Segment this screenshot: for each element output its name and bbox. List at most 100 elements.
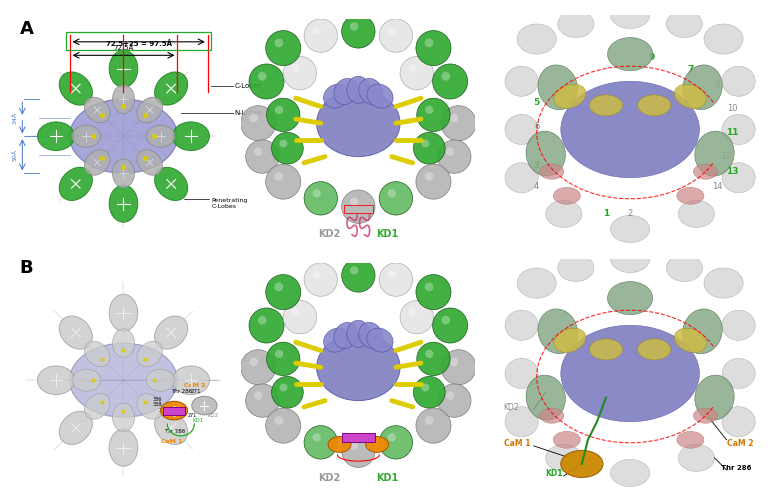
- Circle shape: [408, 64, 417, 72]
- Circle shape: [291, 64, 300, 72]
- Ellipse shape: [316, 90, 400, 156]
- Ellipse shape: [505, 66, 538, 96]
- Circle shape: [441, 106, 476, 141]
- Ellipse shape: [347, 76, 370, 104]
- Text: KD1: KD1: [192, 418, 204, 423]
- Text: CaM 1: CaM 1: [160, 439, 182, 444]
- Text: 14: 14: [712, 182, 723, 191]
- Circle shape: [400, 300, 433, 334]
- Circle shape: [388, 189, 396, 198]
- Ellipse shape: [704, 24, 743, 54]
- Text: 293: 293: [172, 413, 182, 418]
- Circle shape: [241, 350, 276, 385]
- Circle shape: [379, 182, 413, 215]
- Ellipse shape: [722, 359, 755, 388]
- Ellipse shape: [59, 411, 93, 445]
- Ellipse shape: [365, 437, 389, 452]
- Ellipse shape: [722, 66, 755, 96]
- Circle shape: [379, 263, 413, 296]
- Text: 5: 5: [534, 98, 540, 107]
- Ellipse shape: [109, 294, 138, 331]
- Ellipse shape: [146, 370, 175, 391]
- Circle shape: [266, 274, 301, 310]
- Ellipse shape: [538, 309, 577, 354]
- Circle shape: [258, 72, 266, 81]
- Circle shape: [304, 263, 337, 296]
- Circle shape: [416, 408, 451, 443]
- Circle shape: [312, 26, 321, 35]
- Ellipse shape: [722, 163, 755, 193]
- Ellipse shape: [611, 1, 650, 28]
- Circle shape: [342, 190, 375, 224]
- Circle shape: [425, 172, 433, 181]
- Ellipse shape: [137, 97, 163, 123]
- Text: 1: 1: [603, 209, 609, 219]
- Text: 271: 271: [188, 413, 197, 418]
- Text: 2: 2: [627, 209, 633, 219]
- Text: 8: 8: [715, 80, 721, 89]
- Ellipse shape: [666, 254, 703, 281]
- Ellipse shape: [154, 72, 188, 105]
- Circle shape: [280, 383, 287, 391]
- Circle shape: [449, 114, 459, 123]
- Ellipse shape: [611, 246, 650, 272]
- Ellipse shape: [538, 65, 577, 110]
- Ellipse shape: [84, 341, 110, 367]
- Circle shape: [425, 350, 433, 358]
- Ellipse shape: [561, 81, 700, 178]
- Ellipse shape: [553, 187, 580, 204]
- Ellipse shape: [540, 164, 564, 179]
- Ellipse shape: [695, 375, 734, 420]
- Text: 34Å: 34Å: [12, 112, 17, 124]
- Text: 12: 12: [721, 152, 731, 161]
- Ellipse shape: [722, 310, 755, 340]
- Circle shape: [432, 64, 467, 99]
- Ellipse shape: [608, 281, 653, 315]
- Circle shape: [258, 316, 266, 325]
- Ellipse shape: [608, 37, 653, 71]
- Text: 338: 338: [152, 402, 161, 407]
- Ellipse shape: [192, 396, 217, 415]
- Ellipse shape: [675, 328, 707, 353]
- Ellipse shape: [677, 187, 704, 204]
- Ellipse shape: [154, 167, 188, 201]
- Ellipse shape: [526, 375, 566, 420]
- Ellipse shape: [112, 329, 135, 358]
- Ellipse shape: [611, 459, 650, 487]
- Circle shape: [272, 132, 303, 164]
- Ellipse shape: [505, 163, 538, 193]
- Circle shape: [417, 98, 450, 131]
- Circle shape: [388, 270, 396, 279]
- Circle shape: [249, 308, 284, 343]
- Circle shape: [266, 408, 301, 443]
- Circle shape: [304, 426, 337, 459]
- Ellipse shape: [638, 95, 671, 116]
- Circle shape: [280, 139, 287, 147]
- Circle shape: [249, 358, 258, 367]
- Ellipse shape: [109, 429, 138, 466]
- Ellipse shape: [638, 339, 671, 360]
- Ellipse shape: [333, 79, 358, 105]
- Circle shape: [245, 384, 279, 417]
- Ellipse shape: [137, 394, 163, 419]
- Circle shape: [425, 282, 433, 291]
- Circle shape: [425, 416, 433, 425]
- Ellipse shape: [84, 394, 110, 419]
- Text: CaM 2: CaM 2: [727, 439, 753, 448]
- Ellipse shape: [359, 79, 383, 105]
- Text: 9: 9: [648, 53, 654, 62]
- Circle shape: [414, 132, 445, 164]
- Bar: [344, 206, 373, 213]
- Circle shape: [388, 26, 396, 35]
- Text: B: B: [19, 259, 33, 277]
- Ellipse shape: [72, 125, 100, 147]
- Circle shape: [438, 140, 471, 173]
- Ellipse shape: [347, 320, 370, 348]
- Circle shape: [442, 316, 450, 325]
- Ellipse shape: [505, 359, 538, 388]
- Circle shape: [449, 358, 459, 367]
- Circle shape: [421, 383, 429, 391]
- Ellipse shape: [553, 431, 580, 448]
- Ellipse shape: [558, 10, 594, 37]
- Ellipse shape: [546, 444, 582, 472]
